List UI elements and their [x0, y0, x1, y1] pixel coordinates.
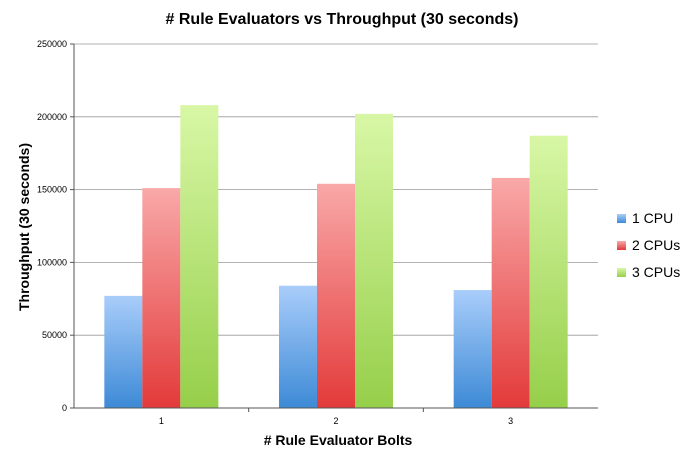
x-tick-label: 1 — [159, 416, 164, 426]
y-tick-label: 250000 — [37, 39, 67, 49]
bar-3-cpus-3 — [529, 135, 568, 408]
bar-1-cpu-1 — [104, 295, 143, 408]
legend-label: 2 CPUs — [632, 237, 680, 253]
chart-title: # Rule Evaluators vs Throughput (30 seco… — [166, 11, 519, 28]
bar-3-cpus-2 — [355, 113, 393, 408]
y-tick-label: 200000 — [37, 112, 67, 122]
legend-swatch — [617, 214, 626, 223]
y-tick-label: 0 — [62, 403, 67, 413]
x-axis-ticks: 1 2 3 — [159, 408, 513, 426]
x-axis-label: # Rule Evaluator Bolts — [264, 432, 413, 448]
legend: 1 CPU 2 CPUs 3 CPUs — [617, 210, 680, 280]
legend-label: 1 CPU — [632, 210, 673, 226]
bar-1-cpu-2 — [279, 285, 317, 408]
bar-1-cpu-3 — [453, 290, 492, 408]
y-tick-label: 100000 — [37, 257, 67, 267]
legend-label: 3 CPUs — [632, 264, 680, 280]
legend-swatch — [617, 241, 626, 250]
bar-2-cpus-2 — [317, 183, 355, 408]
bars — [104, 105, 568, 408]
bar-2-cpus-1 — [142, 188, 181, 408]
y-tick-label: 50000 — [42, 330, 67, 340]
y-tick-label: 150000 — [37, 185, 67, 195]
x-tick-label: 3 — [508, 416, 513, 426]
bar-3-cpus-1 — [180, 105, 219, 408]
legend-swatch — [617, 268, 626, 277]
y-axis-label: Throughput (30 seconds) — [16, 143, 32, 311]
y-axis-ticks: 0 50000 100000 150000 200000 250000 — [37, 39, 74, 413]
bar-2-cpus-3 — [491, 177, 530, 408]
x-tick-label: 2 — [333, 416, 338, 426]
